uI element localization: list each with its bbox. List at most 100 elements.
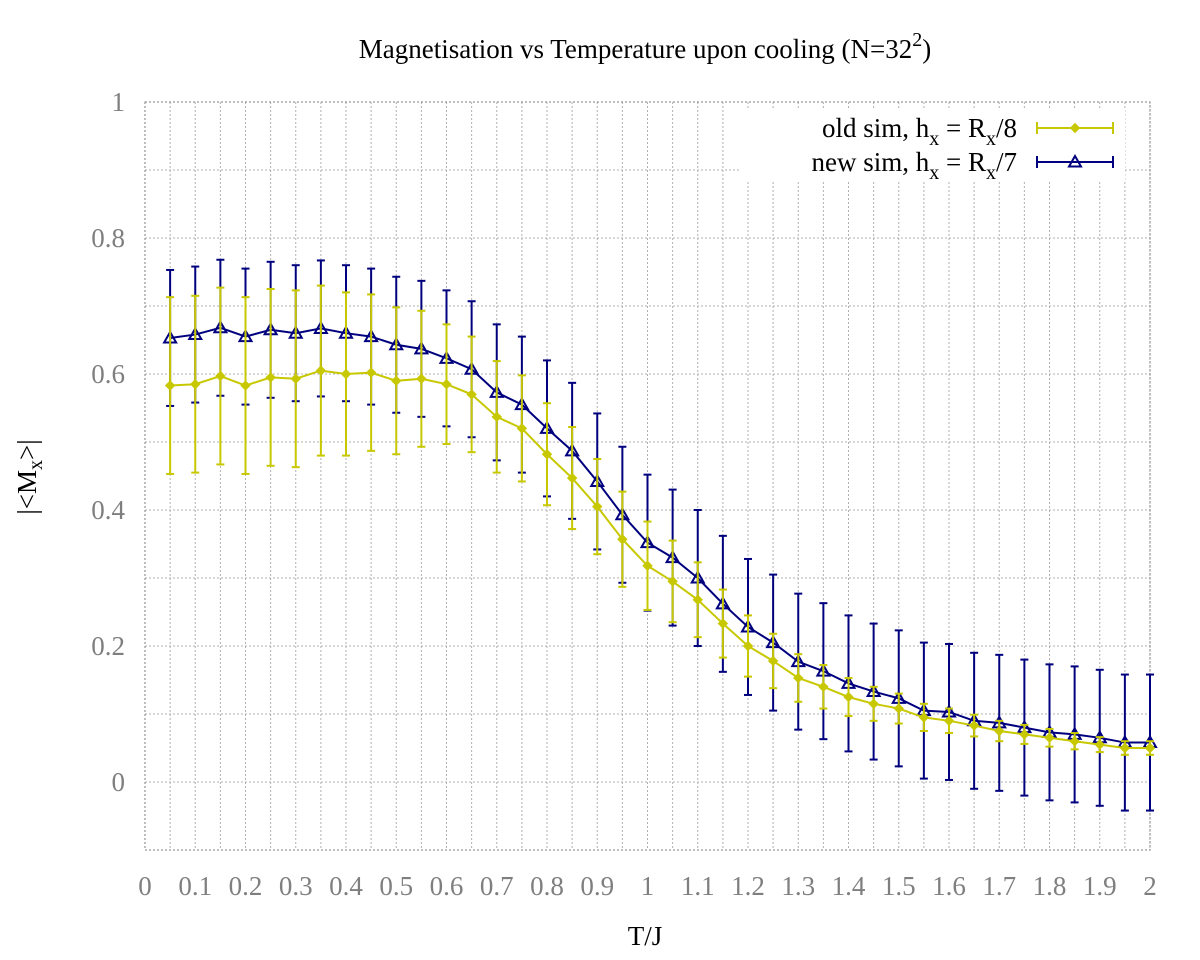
legend-old-a: old sim, h xyxy=(822,113,930,143)
x-tick-labels: 0 0.1 0.2 0.3 0.4 0.5 0.6 0.7 0.8 0.9 1 1.1 1.2 1.3 1.… xyxy=(138,871,1157,901)
data-point-old-sim xyxy=(1044,732,1055,744)
legend-sample-new-sim xyxy=(1036,153,1114,168)
data-point-old-sim xyxy=(566,472,578,484)
data-point-old-sim xyxy=(265,372,276,383)
legend-label-new-sim: new sim, hx = Rx/7 xyxy=(811,147,1017,184)
x-tick-label: 0.1 xyxy=(178,871,212,901)
data-point-old-sim xyxy=(592,501,603,512)
data-point-old-sim xyxy=(441,378,452,390)
data-point-old-sim xyxy=(541,449,553,460)
y-label-sub: x xyxy=(25,460,47,470)
x-tick-label: 0.5 xyxy=(379,871,413,901)
data-point-old-sim xyxy=(340,368,352,380)
x-tick-label: 0.6 xyxy=(430,871,464,901)
x-tick-label: 1.2 xyxy=(731,871,765,901)
y-tick-label: 1 xyxy=(112,87,126,117)
series xyxy=(162,258,1158,812)
legend-old-sub2: x xyxy=(986,128,996,150)
data-point-old-sim xyxy=(516,423,528,434)
series-line-new-sim xyxy=(169,326,1150,744)
data-point-old-sim xyxy=(742,640,754,652)
series-line-old-sim xyxy=(170,369,1150,749)
legend-new-c: /7 xyxy=(996,147,1017,177)
data-point-old-sim xyxy=(1069,735,1080,747)
data-point-old-sim xyxy=(918,712,930,723)
data-point-old-sim xyxy=(1019,729,1030,740)
data-point-old-sim xyxy=(391,375,402,387)
legend-old-sub1: x xyxy=(929,128,939,150)
x-axis-label: T/J xyxy=(628,921,663,951)
legend-label-old-sim: old sim, hx = Rx/8 xyxy=(822,113,1017,150)
data-point-old-sim xyxy=(667,576,678,587)
legend-new-sub1: x xyxy=(929,162,939,184)
legend-new-b: = R xyxy=(939,147,986,177)
data-point-old-sim xyxy=(315,365,327,376)
y-tick-label: 0.4 xyxy=(91,495,125,525)
legend-background xyxy=(740,108,1125,180)
legend-old-c: /8 xyxy=(996,113,1017,143)
data-point-old-sim xyxy=(893,703,904,714)
y-axis-label: |<Mx>| xyxy=(12,439,47,514)
x-tick-label: 1.3 xyxy=(781,871,815,901)
data-point-old-sim xyxy=(466,389,477,400)
data-point-old-sim xyxy=(767,655,779,667)
data-point-old-sim xyxy=(365,367,377,378)
x-tick-label: 0.9 xyxy=(580,871,614,901)
title-sup: 2 xyxy=(912,29,922,51)
data-point-old-sim xyxy=(240,380,251,391)
legend-new-sub2: x xyxy=(986,162,996,184)
data-point-old-sim xyxy=(617,534,628,545)
data-point-old-sim xyxy=(843,691,854,703)
x-tick-label: 0.4 xyxy=(329,871,363,901)
data-point-old-sim xyxy=(994,725,1005,737)
y-label-post: >| xyxy=(12,439,42,460)
x-tick-label: 1.5 xyxy=(882,871,916,901)
x-tick-label: 1.9 xyxy=(1083,871,1117,901)
y-label-pre: |<M xyxy=(12,470,42,515)
x-tick-label: 1.4 xyxy=(832,871,866,901)
legend-marker xyxy=(1069,122,1081,134)
title-main: Magnetisation vs Temperature upon coolin… xyxy=(359,34,912,64)
data-point-old-sim xyxy=(290,373,301,384)
data-point-old-sim xyxy=(692,594,703,605)
x-tick-label: 0.2 xyxy=(229,871,263,901)
data-point-old-sim xyxy=(1119,742,1131,754)
legend: old sim, hx = Rx/8 new sim, hx = Rx/7 xyxy=(740,108,1125,184)
data-point-old-sim xyxy=(491,411,502,423)
data-point-old-sim xyxy=(818,681,829,693)
data-point-old-sim xyxy=(968,720,980,731)
plot-border xyxy=(144,101,1151,851)
legend-new-a: new sim, h xyxy=(811,147,929,177)
data-point-old-sim xyxy=(868,698,879,710)
y-tick-label: 0.8 xyxy=(91,223,125,253)
data-point-old-sim xyxy=(642,560,653,571)
chart-title: Magnetisation vs Temperature upon coolin… xyxy=(359,29,931,64)
data-point-old-sim xyxy=(943,715,955,727)
y-tick-labels: 0 0.2 0.4 0.6 0.8 1 xyxy=(91,87,125,797)
x-tick-label: 2 xyxy=(1143,871,1157,901)
series-new-sim xyxy=(162,258,1158,812)
data-point-old-sim xyxy=(1144,742,1156,754)
legend-marker xyxy=(1067,153,1083,168)
legend-old-b: = R xyxy=(939,113,986,143)
series-old-sim xyxy=(164,284,1156,756)
data-point-old-sim xyxy=(1094,739,1105,750)
data-point-old-sim xyxy=(164,380,176,391)
data-point-old-sim xyxy=(190,378,201,390)
y-tick-label: 0.2 xyxy=(91,631,125,661)
x-tick-label: 1.7 xyxy=(982,871,1016,901)
legend-sample-old-sim xyxy=(1036,122,1114,134)
y-tick-label: 0 xyxy=(112,767,126,797)
data-point-old-sim xyxy=(215,370,226,382)
title-close: ) xyxy=(922,34,931,64)
data-point-old-sim xyxy=(717,618,729,629)
x-tick-label: 1.6 xyxy=(932,871,966,901)
y-tick-label: 0.6 xyxy=(91,359,125,389)
x-tick-label: 1 xyxy=(641,871,655,901)
x-tick-label: 0.8 xyxy=(530,871,564,901)
x-tick-label: 0 xyxy=(138,871,152,901)
x-tick-label: 0.7 xyxy=(480,871,514,901)
data-point-old-sim xyxy=(416,373,427,384)
data-point-old-sim xyxy=(793,672,804,684)
